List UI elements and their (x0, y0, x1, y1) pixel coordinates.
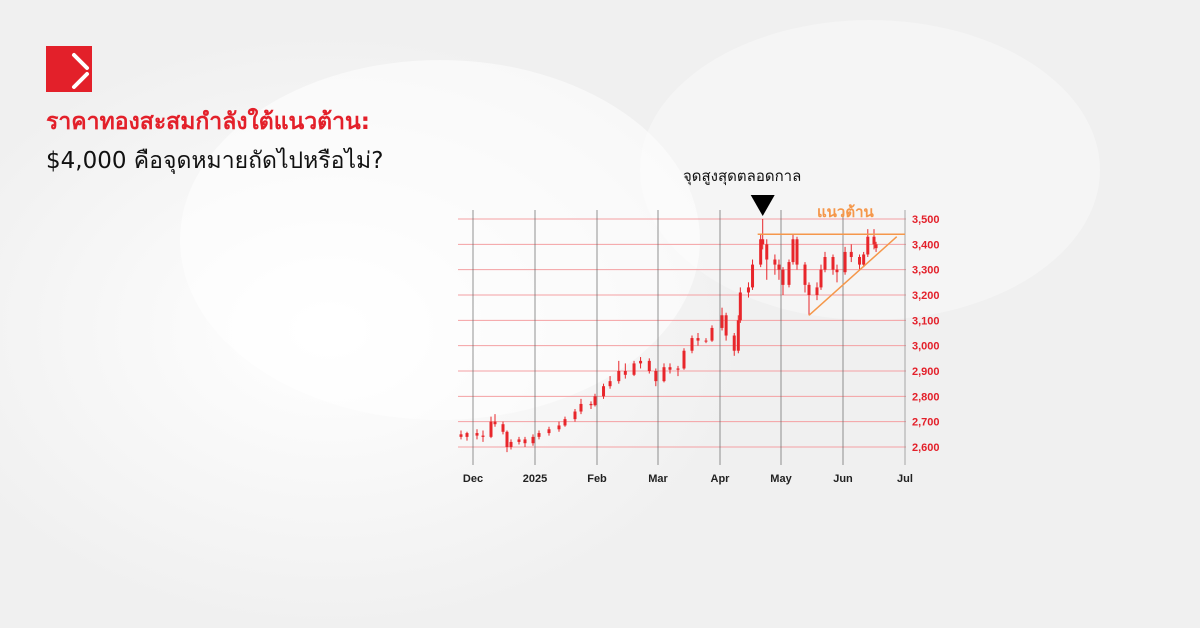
y-tick-label: 2,700 (912, 417, 940, 429)
support-trendline (808, 236, 898, 316)
candle-body (531, 436, 535, 444)
candle-body (676, 368, 680, 370)
candle-body (682, 350, 686, 369)
candle-body (623, 371, 627, 375)
x-tick-label: Dec (463, 473, 483, 485)
candle-body (696, 338, 700, 341)
candle-body (573, 411, 577, 420)
candle-body (489, 421, 493, 437)
candle-body (475, 433, 479, 436)
candle-body (608, 381, 612, 387)
candle-body (704, 340, 708, 342)
candle-body (746, 287, 750, 293)
candle-body (654, 371, 658, 382)
candle-body (803, 264, 807, 285)
candle-body (831, 257, 835, 270)
candle-body (589, 403, 593, 406)
candle-body (647, 360, 651, 371)
candle-body (465, 433, 469, 437)
y-tick-label: 3,300 (912, 265, 940, 277)
x-tick-label: Jun (833, 473, 853, 485)
background-shape (180, 60, 700, 420)
candle-body (751, 264, 755, 288)
headline-line-1: ราคาทองสะสมกำลังใต้แนวต้าน: (46, 109, 370, 135)
candle-body (724, 315, 728, 336)
candle-body (563, 419, 567, 426)
candle-body (866, 236, 870, 255)
candle-body (523, 439, 527, 444)
candle-body (501, 424, 505, 432)
brand-logo (46, 46, 92, 92)
candle-body (815, 287, 819, 295)
candle-body (505, 431, 509, 447)
candle-body (639, 360, 643, 364)
candle-body (579, 403, 583, 412)
y-tick-label: 2,900 (912, 366, 940, 378)
candle-body (602, 386, 606, 397)
candle-body (781, 269, 785, 285)
candle-body (858, 257, 862, 265)
candle-body (807, 284, 811, 295)
candle-body (517, 439, 521, 442)
x-tick-label: Mar (648, 473, 668, 485)
candle-body (557, 425, 561, 430)
candle-body (738, 292, 742, 321)
candle-body (690, 338, 694, 351)
candle-body (787, 262, 791, 285)
candle-body (872, 236, 876, 245)
headline-line-2: $4,000 คือจุดหมายถัดไปหรือไม่? (46, 148, 384, 174)
candle-body (459, 434, 463, 437)
candle-body (537, 433, 541, 437)
y-tick-label: 3,000 (912, 341, 940, 353)
candle-body (791, 239, 795, 263)
all-time-high-arrow-icon (750, 195, 775, 216)
candle-body (617, 371, 621, 382)
candle-body (761, 239, 765, 245)
candle-body (509, 441, 513, 447)
all-time-high-label: จุดสูงสุดตลอดกาล (683, 167, 802, 185)
x-tick-label: Jul (897, 473, 913, 485)
x-tick-label: May (770, 473, 792, 485)
candle-body (632, 363, 636, 375)
candle-body (547, 429, 551, 434)
x-tick-label: 2025 (523, 473, 547, 485)
y-tick-label: 2,800 (912, 391, 940, 403)
y-tick-label: 3,500 (912, 214, 940, 226)
candle-body (862, 254, 866, 265)
candle-body (668, 367, 672, 370)
candle-body (662, 367, 666, 382)
candle-body (481, 435, 485, 437)
y-tick-label: 3,200 (912, 290, 940, 302)
candle-body (493, 421, 497, 425)
candle-body (736, 320, 740, 351)
candle-body (849, 251, 853, 257)
y-tick-label: 3,400 (912, 239, 940, 251)
candle-body (843, 251, 847, 273)
candle-body (710, 327, 714, 341)
candle-body (759, 239, 763, 265)
candle-body (819, 269, 823, 288)
candle-body (720, 315, 724, 328)
candle-body (593, 396, 597, 406)
candle-body (773, 259, 777, 265)
y-tick-label: 2,600 (912, 442, 940, 454)
candle-body (732, 335, 736, 351)
candle-body (874, 244, 878, 249)
candle-body (823, 257, 827, 270)
candle-body (777, 264, 781, 270)
x-tick-label: Apr (711, 473, 731, 485)
candle-body (765, 244, 769, 260)
candle-body (795, 239, 799, 265)
candle-body (835, 269, 839, 273)
y-tick-label: 3,100 (912, 315, 940, 327)
resistance-label: แนวต้าน (817, 203, 874, 221)
x-tick-label: Feb (587, 473, 607, 485)
